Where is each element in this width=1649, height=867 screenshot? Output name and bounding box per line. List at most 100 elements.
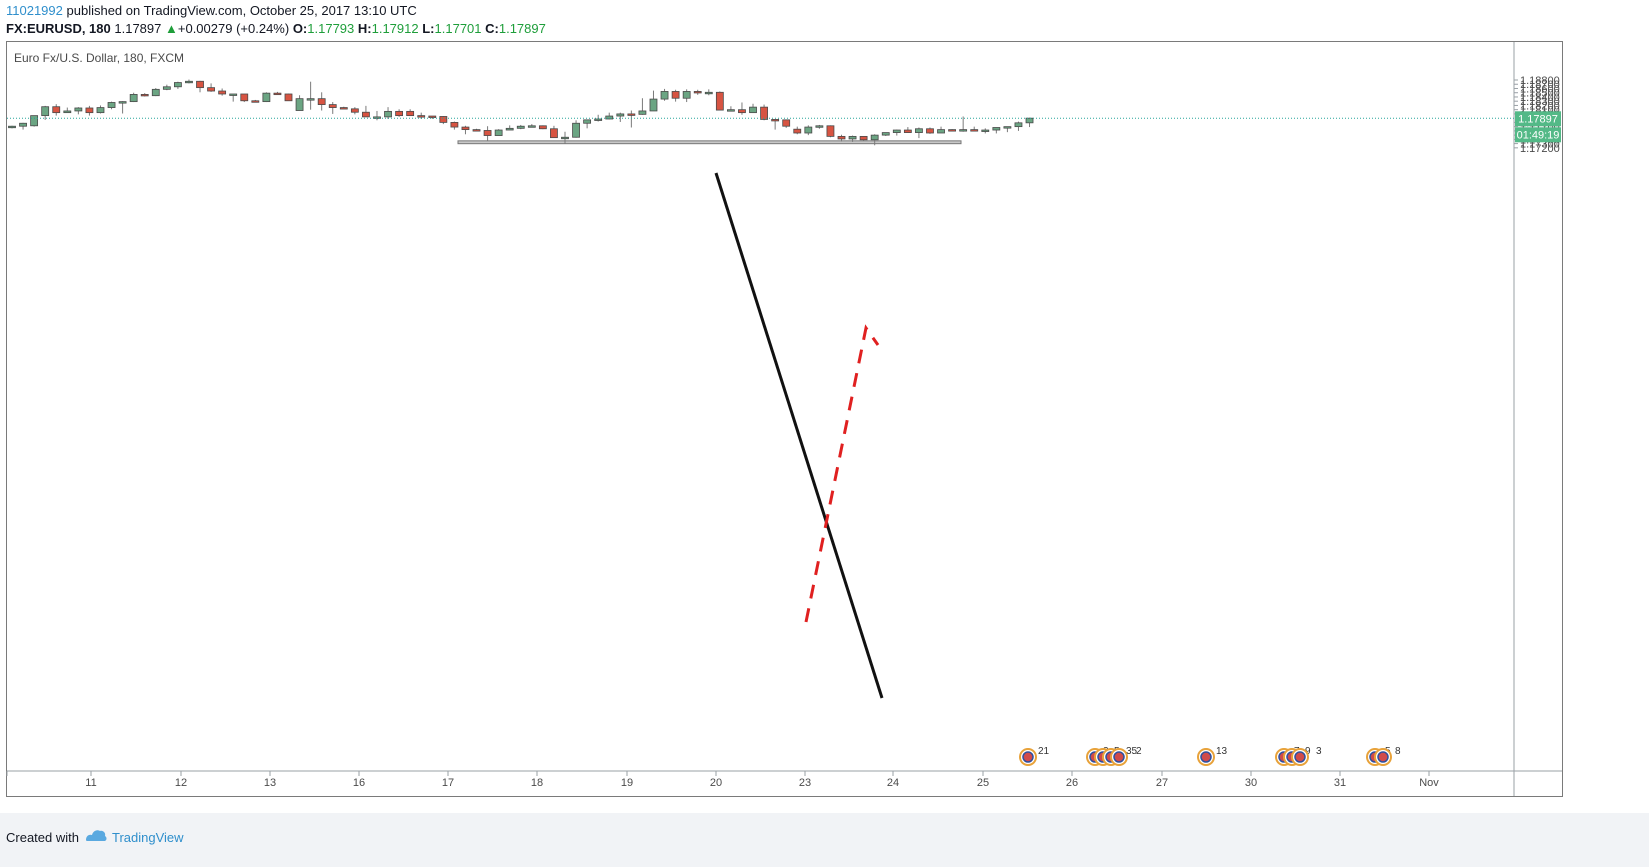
candle (804, 125, 813, 136)
tradingview-brand[interactable]: TradingView (112, 830, 184, 845)
candle-body (538, 125, 547, 130)
event-count-label: 21 (1038, 746, 1050, 757)
candle-body (306, 98, 315, 101)
price-tick-label: 1.18600 (1520, 83, 1560, 95)
event-flag-inner (1377, 751, 1389, 763)
candle (19, 122, 27, 130)
candle-body (727, 109, 735, 112)
candle (727, 106, 735, 112)
candle-body (937, 129, 945, 134)
high-value: 1.17912 (371, 21, 419, 36)
candle (74, 107, 83, 115)
candle (85, 105, 94, 116)
candle-body (63, 110, 72, 114)
event-marker[interactable]: 13 (1197, 746, 1228, 766)
event-markers[interactable]: 21353521379358 (1019, 746, 1401, 766)
candle (970, 126, 979, 132)
candle-body (173, 82, 182, 88)
candle-body (848, 135, 857, 140)
candle-body (981, 129, 990, 132)
candle-body (749, 106, 757, 114)
candle (505, 125, 514, 131)
candle-body (715, 91, 724, 111)
candle-body (284, 93, 293, 102)
candle-body (328, 104, 337, 108)
candle-body (472, 129, 481, 132)
candle-body (926, 128, 934, 134)
candle-body (107, 102, 116, 108)
publish-line: 11021992 published on TradingView.com, O… (6, 3, 417, 18)
event-flag-inner (1294, 751, 1306, 763)
support-zone-group (457, 140, 962, 145)
trendline (714, 172, 884, 699)
candle-body (793, 128, 802, 134)
candle-body (96, 107, 105, 114)
candle (251, 99, 260, 103)
candle (649, 90, 658, 112)
candle-body (915, 128, 923, 133)
candle-body (693, 91, 702, 94)
up-arrow-icon: ▲ (165, 21, 178, 36)
candle-body (903, 129, 912, 133)
candle-body (362, 111, 370, 118)
event-marker[interactable]: 3 (1291, 746, 1322, 766)
price-tick-label: 1.17200 (1520, 143, 1560, 155)
price-tick-label: 1.18700 (1520, 79, 1560, 91)
candle-body (870, 134, 879, 141)
countdown-badge-text: 01:49:19 (1517, 129, 1560, 141)
candle-body (118, 101, 127, 104)
candle-body (970, 129, 979, 132)
candle (561, 131, 569, 144)
candle (837, 134, 846, 142)
candle (129, 92, 138, 103)
candle (384, 107, 392, 120)
candle (881, 132, 890, 136)
tradingview-logo-icon[interactable] (84, 827, 108, 843)
candle (140, 93, 149, 97)
candle (793, 126, 802, 135)
candle (782, 119, 791, 128)
candle (815, 124, 824, 129)
candle (461, 125, 470, 135)
candle (660, 88, 669, 101)
candle-body (273, 92, 282, 96)
time-tick-label: 12 (175, 777, 187, 789)
candle-body (74, 107, 83, 112)
close-value: 1.17897 (498, 21, 546, 36)
candle (284, 93, 293, 102)
event-marker[interactable]: 8 (1374, 746, 1401, 766)
candle-body (295, 98, 304, 111)
candle-body (406, 110, 415, 117)
event-marker[interactable]: 2 (1110, 746, 1142, 766)
candle-body (704, 91, 713, 95)
candle (583, 119, 592, 129)
chart-frame[interactable] (6, 41, 1563, 797)
candle-body (881, 132, 890, 136)
candle (96, 105, 105, 114)
candle-body (837, 135, 846, 140)
author-link[interactable]: 11021992 (6, 3, 63, 18)
candle-body (129, 94, 138, 103)
candle-body (185, 80, 193, 84)
candle (948, 129, 956, 132)
event-marker[interactable]: 21 (1019, 746, 1050, 766)
candle (859, 135, 868, 141)
candle (295, 95, 304, 111)
price-chart[interactable]: Euro Fx/U.S. Dollar, 180, FXCM 1.188001.… (0, 0, 1649, 810)
candle (41, 105, 50, 120)
candle-body (162, 86, 171, 90)
candle (173, 81, 182, 89)
time-tick-label: 23 (799, 777, 811, 789)
candle (892, 129, 901, 136)
candle-body (151, 88, 160, 97)
symbol-label: FX:EURUSD, 180 (6, 21, 111, 36)
time-tick-label: 30 (1245, 777, 1257, 789)
footer: Created with TradingView (0, 813, 1649, 867)
event-count-label: 2 (1136, 746, 1142, 757)
candle-body (439, 116, 448, 123)
candle (981, 128, 990, 134)
candle (207, 83, 215, 92)
candle-body (8, 125, 16, 129)
price-tick-label: 1.18800 (1520, 75, 1560, 87)
candle (693, 89, 702, 95)
